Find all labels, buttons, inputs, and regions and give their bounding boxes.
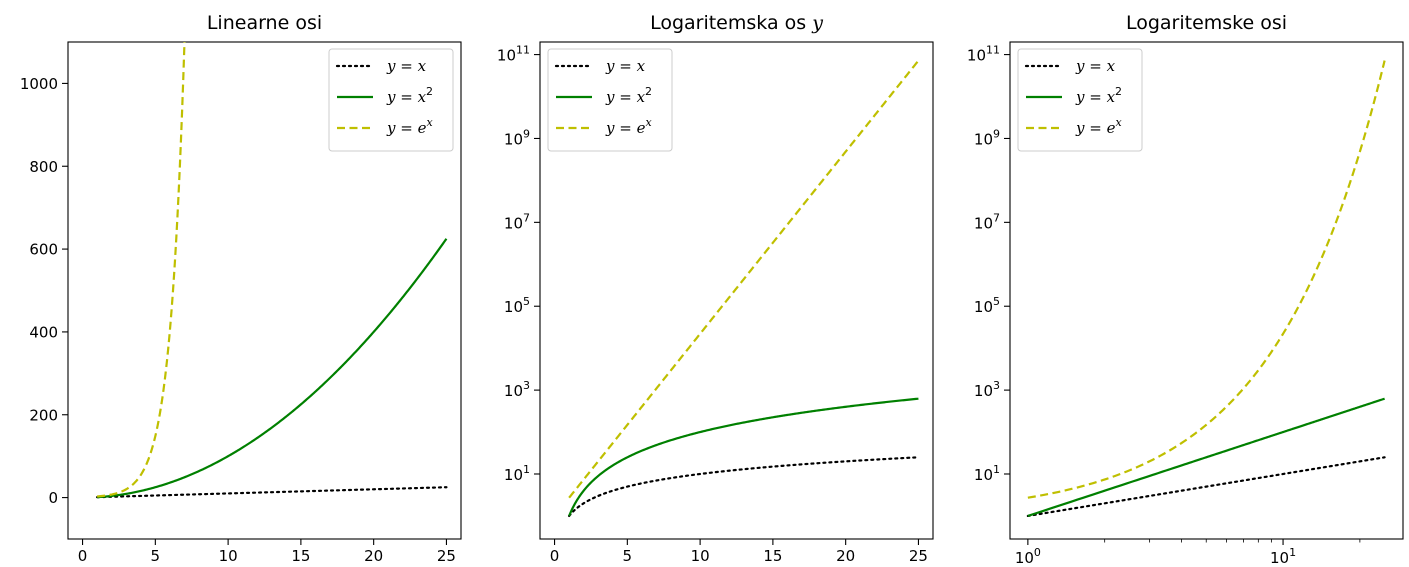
panel-log-log-legend-label: y = ex <box>1075 116 1122 137</box>
panel-log-y-legend: y = x y = x2 y = ex <box>547 48 673 152</box>
panel-log-log-ytick-label: 105 <box>974 295 1000 316</box>
panel-log-log-legend: y = x y = x2 y = ex <box>1017 48 1143 152</box>
panel-log-log-legend-label: y = x <box>1075 57 1116 75</box>
panel-linear-ytick-label: 200 <box>29 406 58 424</box>
panel-linear-xtick-label: 10 <box>219 547 238 565</box>
panel-linear-ytick-label: 800 <box>29 158 58 176</box>
panel-log-log-ytick-label: 107 <box>974 211 1000 232</box>
panel-linear-series-x-squared <box>97 238 448 499</box>
panel-log-log-xtick-label: 100 <box>1015 546 1041 567</box>
panel-linear-legend-box <box>328 48 454 152</box>
panel-log-log-ytick-label: 101 <box>974 463 1000 484</box>
panel-linear-legend-label: y = ex <box>386 116 433 137</box>
panel-log-log: Logaritemske osi 100 101 101 103 105 107 109 10… <box>967 12 1404 567</box>
panel-log-y-ytick-label: 107 <box>504 211 530 232</box>
panel-log-y-ytick-label: 101 <box>504 463 530 484</box>
panel-log-log-ytick-label: 103 <box>974 379 1000 400</box>
panel-linear-legend-label: y = x <box>386 57 427 75</box>
panel-log-y-xtick-label: 5 <box>623 547 633 565</box>
panel-log-y-ytick-label: 109 <box>504 127 530 148</box>
panel-linear-series-x <box>96 486 448 499</box>
panel-log-y-series-x <box>568 456 920 518</box>
panel-linear: Linearne osi 0 5 10 15 20 25 0 200 400 600 800 1000… <box>20 12 462 565</box>
panel-log-y-legend-label: y = ex <box>605 116 652 137</box>
panel-log-y-ytick-label: 1011 <box>497 44 530 65</box>
panel-linear-ytick-label: 600 <box>29 241 58 259</box>
panel-log-log-xtick-label: 101 <box>1270 546 1296 567</box>
panel-linear-legend-label: y = x2 <box>386 85 433 106</box>
panel-log-y-xtick-label: 20 <box>836 547 855 565</box>
panel-linear-xtick-label: 15 <box>291 547 310 565</box>
panel-log-y-title-var: y <box>811 12 823 34</box>
panel-log-y-xtick-label: 0 <box>550 547 560 565</box>
panel-linear-xtick-label: 20 <box>364 547 383 565</box>
panel-log-y-xtick-label: 25 <box>909 547 928 565</box>
panel-log-log-legend-box <box>1017 48 1143 152</box>
panel-log-y-xtick-label: 10 <box>691 547 710 565</box>
panel-log-y-legend-box <box>547 48 673 152</box>
panel-log-log-title: Logaritemske osi <box>1126 12 1287 34</box>
panel-log-log-legend-label: y = x2 <box>1075 85 1122 106</box>
panel-log-log-series-exp <box>1027 60 1386 499</box>
panel-log-y-frame <box>539 41 934 540</box>
panel-log-y-title: Logaritemska os y <box>650 12 823 34</box>
panel-linear-ytick-label: 400 <box>29 323 58 341</box>
panel-linear-xtick-label: 5 <box>151 547 161 565</box>
panel-log-y-series-x-squared <box>568 397 919 517</box>
panel-linear-title: Linearne osi <box>207 12 322 34</box>
panel-linear-legend: y = x y = x2 y = ex <box>328 48 454 152</box>
panel-linear-ytick-label: 0 <box>48 489 58 507</box>
panel-linear-xtick-label: 25 <box>437 547 456 565</box>
panel-log-y-title-text: Logaritemska os <box>650 12 806 34</box>
panel-log-y-ytick-label: 105 <box>504 295 530 316</box>
panel-log-log-ytick-label: 109 <box>974 127 1000 148</box>
panel-log-y-ytick-label: 103 <box>504 379 530 400</box>
panel-linear-ytick-label: 1000 <box>20 75 58 93</box>
panel-log-y-series-exp <box>568 59 920 499</box>
panel-log-y-xtick-label: 15 <box>763 547 782 565</box>
panel-log-y-legend-label: y = x2 <box>605 85 652 106</box>
panel-linear-frame <box>67 41 462 540</box>
panel-log-log-series-x-squared <box>1027 397 1385 517</box>
panel-log-y: Logaritemska os y 0 5 10 15 20 25 101 103 105 107… <box>497 12 934 565</box>
panel-log-log-ytick-label: 1011 <box>967 44 1000 65</box>
panel-linear-series-exp <box>97 42 186 498</box>
panel-log-y-legend-label: y = x <box>605 57 646 75</box>
panel-linear-xtick-label: 0 <box>78 547 88 565</box>
panel-log-log-series-x <box>1026 456 1386 518</box>
